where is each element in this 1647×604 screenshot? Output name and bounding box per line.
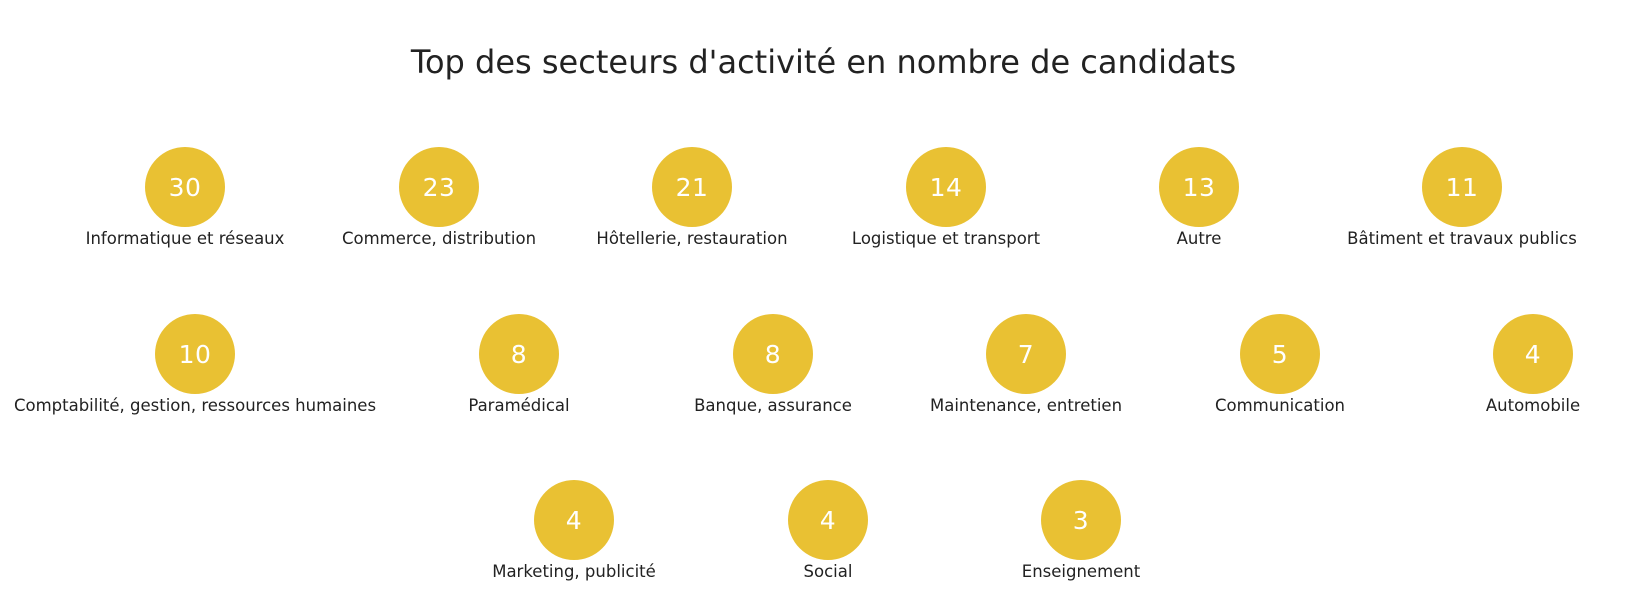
sector-count: 21 (652, 147, 732, 227)
sector-label: Enseignement (1021, 562, 1141, 581)
sector-count: 23 (399, 147, 479, 227)
sector-count: 14 (906, 147, 986, 227)
sector-label: Hôtellerie, restauration (596, 229, 788, 248)
sector-label: Social (803, 562, 853, 581)
sector-count: 7 (986, 314, 1066, 394)
sector-label: Commerce, distribution (341, 229, 537, 248)
sector-label: Maintenance, entretien (929, 396, 1123, 415)
sector-label: Paramédical (468, 396, 570, 415)
sector-label: Communication (1214, 396, 1346, 415)
sector-count: 4 (534, 480, 614, 560)
sector-count: 11 (1422, 147, 1502, 227)
sector-count: 30 (145, 147, 225, 227)
sector-count: 8 (479, 314, 559, 394)
sector-count: 4 (1493, 314, 1573, 394)
sector-label: Informatique et réseaux (85, 229, 285, 248)
sector-label: Automobile (1485, 396, 1581, 415)
sector-count: 4 (788, 480, 868, 560)
sector-count: 5 (1240, 314, 1320, 394)
sector-count: 13 (1159, 147, 1239, 227)
sector-count: 8 (733, 314, 813, 394)
sector-label: Logistique et transport (851, 229, 1041, 248)
sector-count: 3 (1041, 480, 1121, 560)
sector-label: Marketing, publicité (492, 562, 656, 581)
sector-count: 10 (155, 314, 235, 394)
page-title: Top des secteurs d'activité en nombre de… (410, 43, 1237, 81)
sector-label: Comptabilité, gestion, ressources humain… (13, 396, 377, 415)
sector-label: Autre (1176, 229, 1222, 248)
sector-label: Banque, assurance (694, 396, 852, 415)
sector-label: Bâtiment et travaux publics (1347, 229, 1577, 248)
